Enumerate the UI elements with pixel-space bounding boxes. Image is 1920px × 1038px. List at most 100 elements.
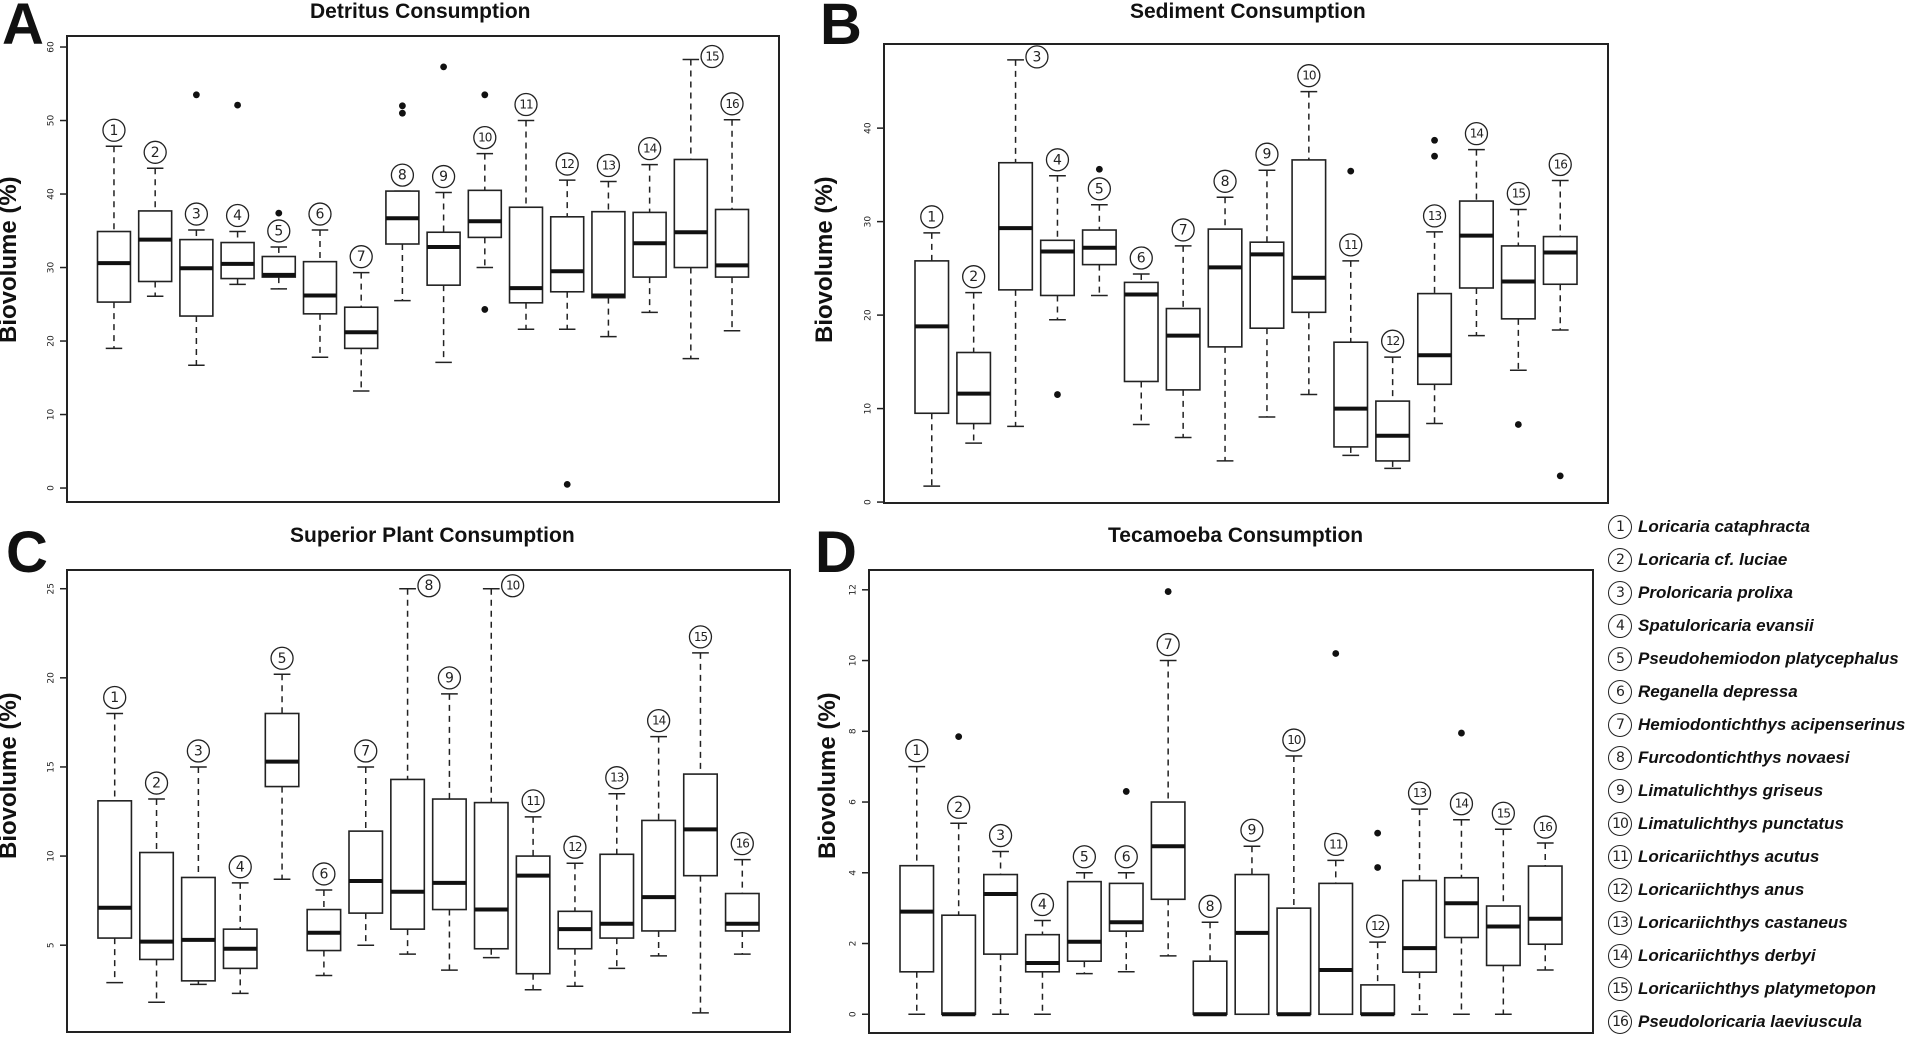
- y-tick-label: 40: [47, 188, 57, 200]
- label-circle: [1240, 818, 1264, 842]
- species-number-label: 15: [1506, 181, 1530, 206]
- species-number-label: 1: [905, 739, 929, 763]
- box-5: 5: [1066, 845, 1102, 975]
- y-tick-label: 0: [864, 499, 874, 505]
- label-circle: [354, 739, 378, 763]
- label-number: 11: [1344, 238, 1358, 252]
- y-tick-label: 8: [849, 728, 859, 734]
- box-14: 14: [1458, 121, 1494, 337]
- box-5: 5: [264, 646, 300, 880]
- panel-letter-b: B: [820, 0, 862, 57]
- species-number-label: 5: [270, 646, 294, 670]
- panel-letter-c: C: [6, 520, 48, 585]
- box-9: 9: [1249, 142, 1285, 418]
- box-13: 13: [599, 766, 635, 970]
- label-number: 1: [110, 690, 119, 706]
- panel-title-b: Sediment Consumption: [1130, 0, 1366, 23]
- legend-species-name: Limatulichthys griseus: [1638, 780, 1824, 800]
- label-circle: [1171, 218, 1195, 242]
- species-number-label: 3: [186, 739, 211, 763]
- box-6: 6: [1108, 788, 1144, 973]
- label-circle: [270, 646, 294, 670]
- legend-item: 11 Loricariichthys acutus: [1608, 840, 1905, 873]
- legend-species-name: Loricariichthys platymetopon: [1638, 978, 1877, 998]
- legend-species-name: Loricariichthys acutus: [1638, 846, 1820, 866]
- species-number-label: 5: [1087, 177, 1112, 201]
- label-circle: [596, 153, 621, 178]
- label-number: 5: [278, 651, 287, 667]
- legend-item: 16 Pseudoloricaria laeviuscula: [1608, 1005, 1905, 1038]
- label-circle: [1156, 632, 1180, 657]
- label-circle: [1339, 233, 1363, 257]
- outlier-point: [192, 91, 200, 99]
- species-number-label: 7: [354, 739, 378, 763]
- box-12: 12: [1375, 329, 1411, 470]
- label-number: 1: [927, 209, 936, 225]
- species-number-label: 10: [1297, 64, 1321, 88]
- box-8: 8: [1192, 894, 1228, 1017]
- legend-species-name: Proloricaria prolixa: [1638, 582, 1793, 602]
- box-3: 3: [179, 91, 214, 367]
- iqr-box: [426, 231, 461, 286]
- plot-frame: [868, 569, 1594, 1034]
- iqr-box: [431, 798, 467, 911]
- label-number: 3: [192, 207, 201, 223]
- outlier-point: [398, 109, 406, 117]
- species-number-label: 6: [312, 862, 336, 886]
- species-number-label: 15: [700, 44, 724, 69]
- legend-item: 2 Loricaria cf. luciae: [1608, 543, 1905, 576]
- label-circle: [920, 205, 944, 229]
- species-number-label: 2: [143, 140, 167, 164]
- label-number: 9: [1247, 823, 1256, 839]
- y-tick-label: 20: [47, 335, 57, 347]
- label-number: 1: [912, 743, 921, 759]
- legend-number-circle: 16: [1608, 1009, 1632, 1034]
- iqr-box: [941, 914, 977, 1016]
- iqr-box: [1443, 876, 1479, 939]
- label-circle: [646, 709, 671, 733]
- species-number-label: 6: [1114, 845, 1138, 869]
- label-number: 7: [1179, 222, 1188, 238]
- iqr-box: [348, 830, 384, 914]
- box-4: 4: [1039, 148, 1076, 398]
- species-number-label: 1: [102, 118, 126, 142]
- species-number-label: 10: [500, 574, 525, 598]
- species-number-label: 2: [962, 265, 986, 289]
- legend-species-name: Limatulichthys punctatus: [1638, 813, 1844, 833]
- iqr-box: [899, 864, 935, 973]
- species-number-label: 3: [184, 202, 209, 226]
- species-number-label: 9: [437, 666, 462, 690]
- iqr-box: [220, 241, 255, 280]
- box-9: 9: [1234, 818, 1270, 1016]
- y-tick-label: 0: [849, 1011, 859, 1017]
- outlier-point: [1332, 650, 1340, 657]
- outlier-point: [481, 91, 489, 99]
- label-number: 4: [236, 859, 245, 875]
- box-12: 12: [1360, 829, 1396, 1017]
- species-number-label: 15: [688, 625, 713, 649]
- outlier-point: [1164, 588, 1172, 595]
- species-number-label: 12: [1365, 914, 1390, 938]
- species-number-label: 11: [521, 789, 545, 813]
- species-number-label: 14: [1449, 792, 1474, 816]
- label-circle: [1087, 177, 1112, 201]
- label-number: 3: [996, 828, 1005, 844]
- iqr-box: [682, 773, 718, 877]
- label-number: 14: [1455, 797, 1469, 811]
- panel-title-d: Tecamoeba Consumption: [1108, 524, 1364, 547]
- label-number: 4: [1038, 897, 1047, 913]
- species-number-label: 13: [1407, 781, 1432, 805]
- legend-number-circle: 15: [1608, 976, 1632, 1001]
- legend-species-name: Pseudoloricaria laeviuscula: [1638, 1011, 1862, 1031]
- species-number-label: 11: [1339, 233, 1363, 257]
- panel-title-a: Detritus Consumption: [310, 0, 531, 23]
- legend-item: 10 Limatulichthys punctatus: [1608, 807, 1905, 840]
- box-15: 15: [1485, 801, 1521, 1016]
- label-circle: [1548, 152, 1572, 177]
- label-number: 12: [568, 840, 582, 854]
- label-circle: [312, 862, 336, 886]
- iqr-box: [1401, 879, 1438, 973]
- species-number-label: 1: [920, 205, 944, 229]
- species-number-label: 2: [144, 771, 169, 795]
